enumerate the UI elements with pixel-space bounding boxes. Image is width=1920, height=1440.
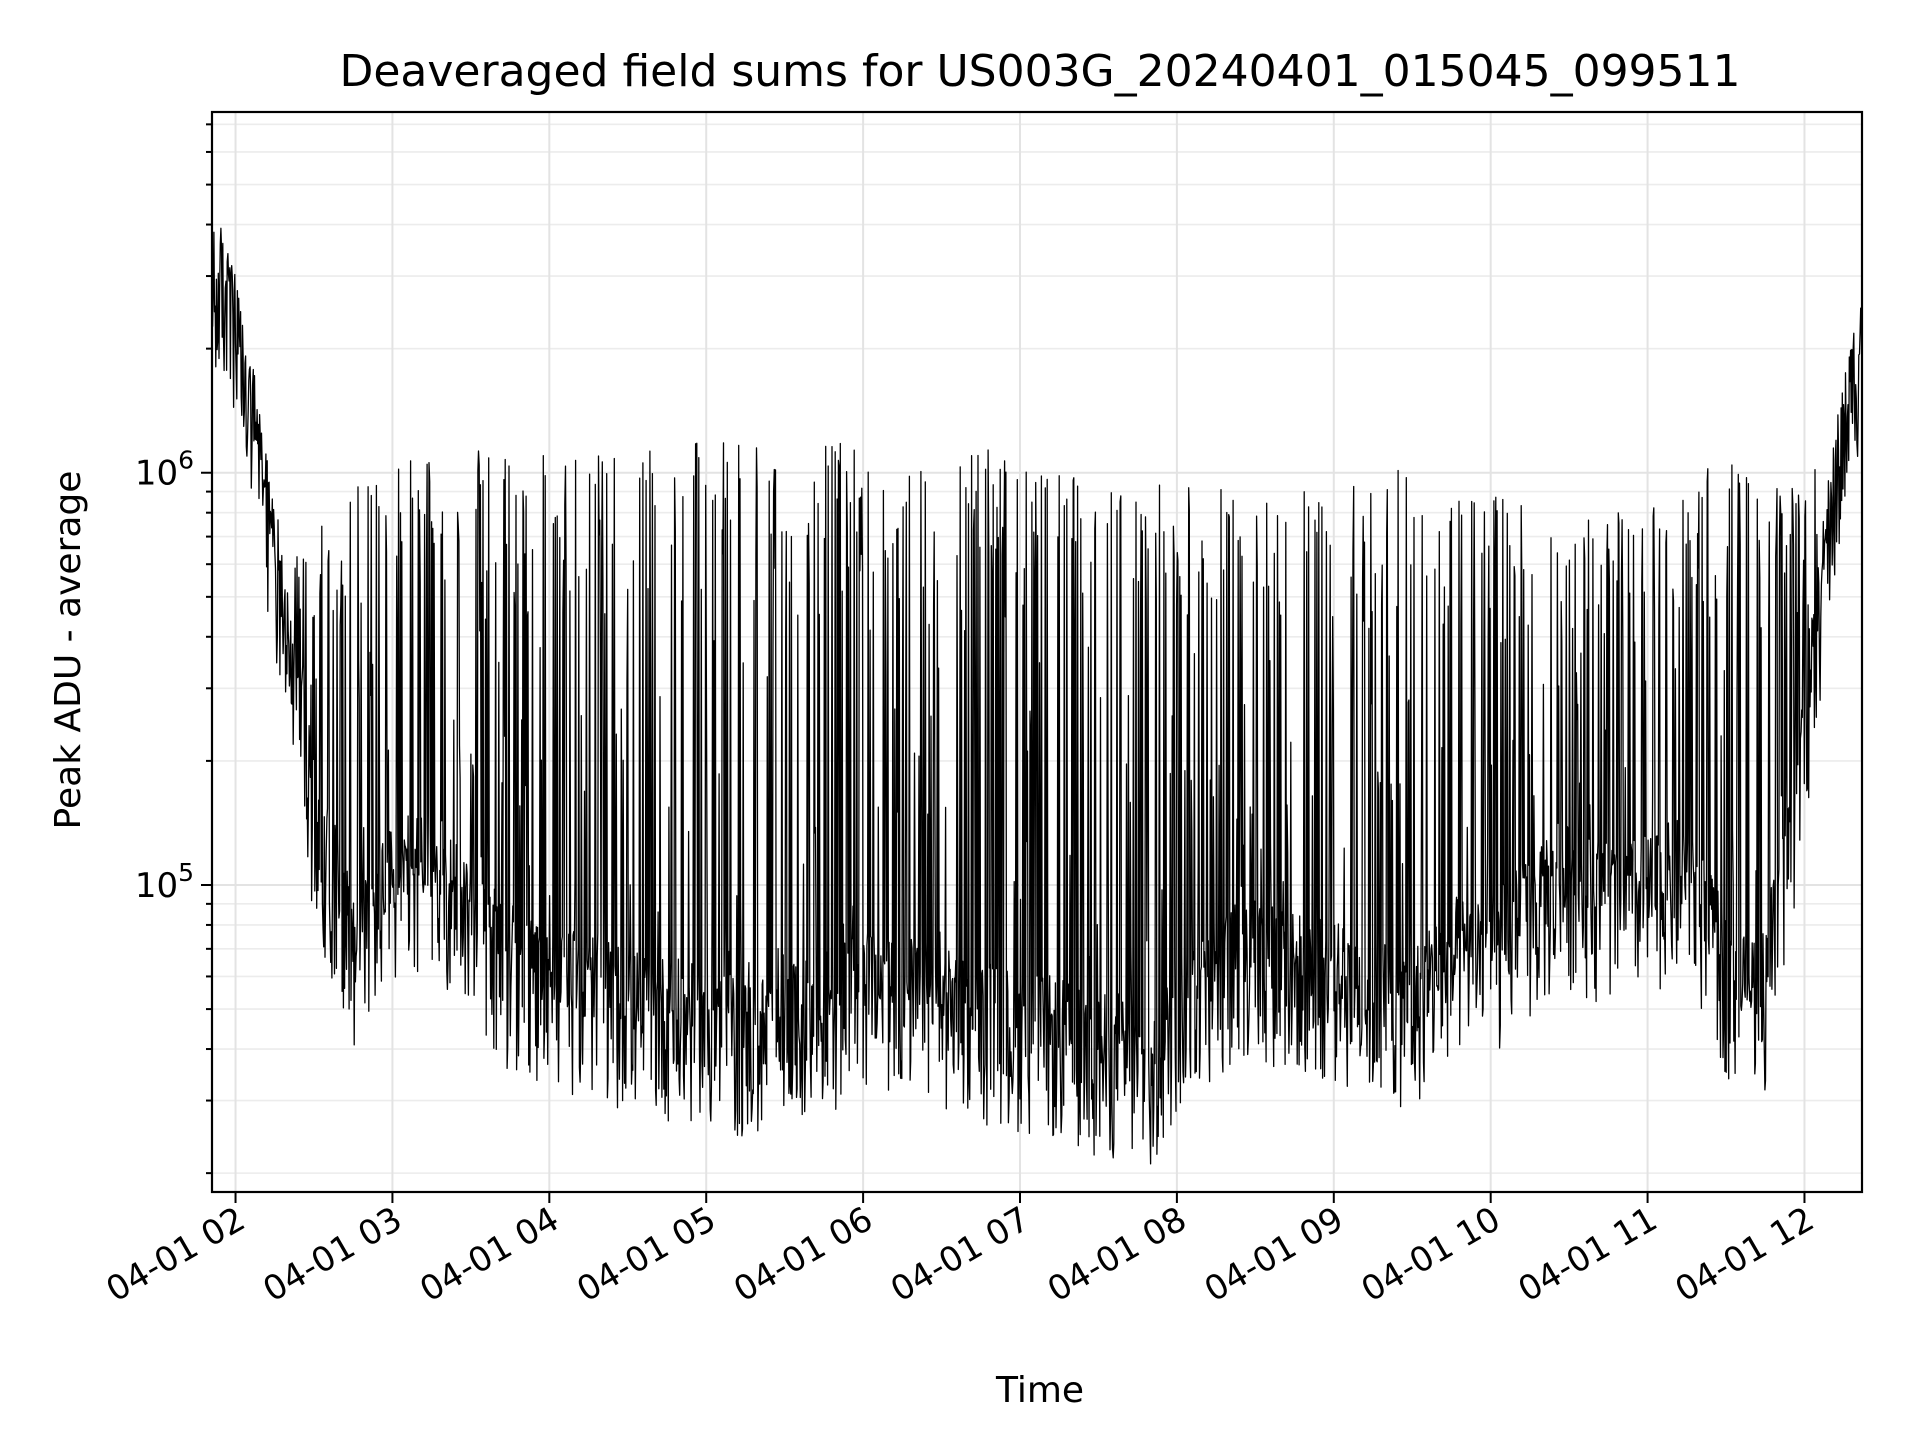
y-axis-label: Peak ADU - average bbox=[48, 471, 89, 830]
plot-area bbox=[211, 227, 1863, 1165]
y-tick-label: 106 bbox=[135, 446, 194, 494]
chart-title: Deaveraged field sums for US003G_2024040… bbox=[339, 46, 1740, 97]
x-axis-label: Time bbox=[995, 1370, 1084, 1411]
plot-frame bbox=[210, 110, 1864, 1194]
y-tick-label: 105 bbox=[135, 858, 194, 906]
series-line bbox=[211, 227, 1863, 1165]
